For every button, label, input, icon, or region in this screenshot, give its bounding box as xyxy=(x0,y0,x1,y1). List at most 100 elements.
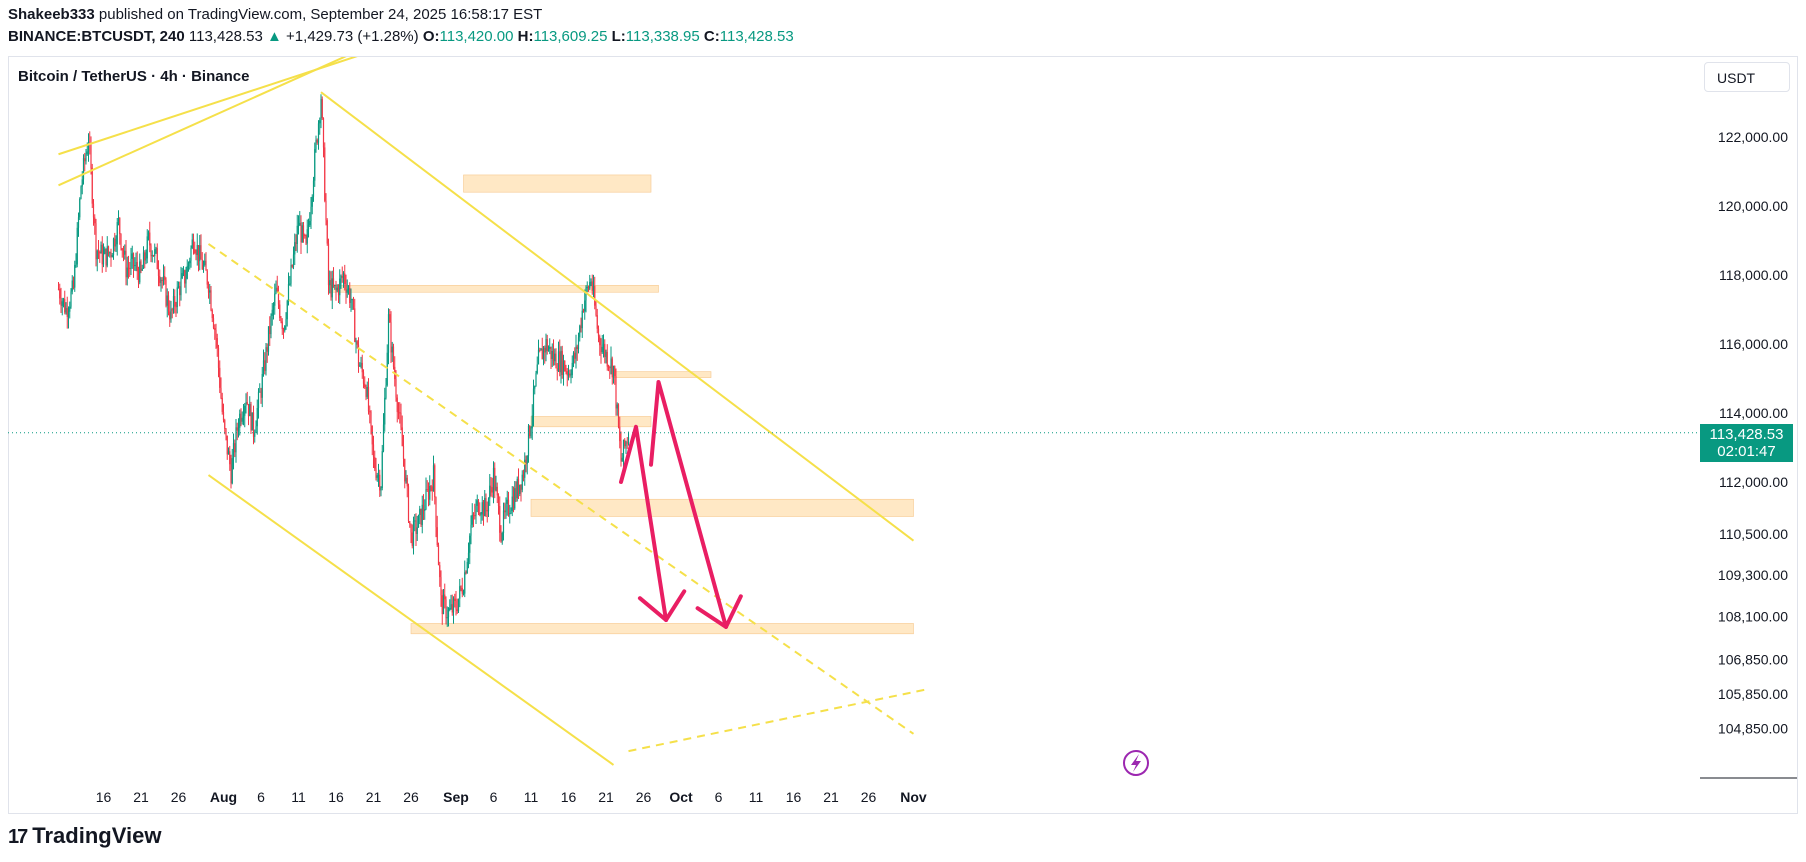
candle-down xyxy=(304,234,306,237)
candle-down xyxy=(174,296,176,307)
candle-up xyxy=(275,287,277,294)
candle-up xyxy=(492,467,495,493)
candle-down xyxy=(400,412,402,428)
candle-down xyxy=(281,321,283,330)
x-tick-label: Sep xyxy=(443,789,469,805)
candle-down xyxy=(325,200,327,221)
candle-up xyxy=(586,287,588,289)
candle-down xyxy=(367,386,370,412)
candle-down xyxy=(97,250,100,252)
candle-up xyxy=(65,308,67,313)
author-name[interactable]: Shakeeb333 xyxy=(8,6,95,23)
candle-down xyxy=(59,289,61,299)
candle-up xyxy=(516,478,518,499)
candle-down xyxy=(144,252,146,261)
candle-down xyxy=(316,139,318,143)
candle-down xyxy=(197,245,200,262)
tradingview-logo[interactable]: 17 TradingView xyxy=(8,823,161,849)
published-text: published on TradingView.com, September … xyxy=(98,6,543,23)
candle-down xyxy=(565,371,567,373)
candle-up xyxy=(542,347,545,360)
candle-up xyxy=(535,373,537,386)
candle-down xyxy=(559,351,561,373)
candle-up xyxy=(320,99,322,121)
x-tick-label: 26 xyxy=(861,789,877,805)
candle-down xyxy=(236,427,238,431)
candle-up xyxy=(452,598,455,613)
x-tick-label: 21 xyxy=(133,789,149,805)
candle-down xyxy=(276,287,278,292)
candle-up xyxy=(412,521,415,546)
candle-down xyxy=(224,420,226,429)
candle-up xyxy=(182,270,185,274)
candle-up xyxy=(130,258,132,269)
last-price: 113,428.53 xyxy=(188,28,263,45)
candle-up xyxy=(449,608,451,610)
candle-up xyxy=(616,404,618,409)
candle-down xyxy=(389,314,391,323)
candle-down xyxy=(555,353,557,369)
candle-up xyxy=(526,455,528,464)
candle-down xyxy=(157,269,160,276)
candle-up xyxy=(551,350,553,359)
x-tick-label: 11 xyxy=(749,789,764,805)
x-tick-label: 16 xyxy=(328,789,344,805)
candle-down xyxy=(580,325,582,329)
projection-arrow-1 xyxy=(619,424,668,622)
candle-down xyxy=(226,435,228,455)
candle-down xyxy=(437,545,440,566)
projection-arrowhead-2 xyxy=(695,594,743,629)
candle-down xyxy=(566,371,568,376)
candle-down xyxy=(369,411,371,413)
candle-down xyxy=(494,467,496,491)
candle-down xyxy=(617,404,620,427)
candle-down xyxy=(569,373,571,376)
candle-up xyxy=(96,250,98,260)
candle-down xyxy=(279,304,281,318)
candle-down xyxy=(614,366,616,377)
candle-up xyxy=(185,278,187,284)
candle-up xyxy=(592,286,595,291)
candle-down xyxy=(372,444,375,457)
close-label: C: xyxy=(703,28,720,45)
candle-up xyxy=(469,535,471,553)
candle-up xyxy=(286,300,288,320)
last-price-value: 113,428.53 xyxy=(1709,426,1784,443)
candle-down xyxy=(439,565,441,578)
candle-down xyxy=(431,486,433,491)
candle-down xyxy=(491,487,493,493)
candle-down xyxy=(327,243,330,286)
candle-down xyxy=(121,248,123,251)
candle-up xyxy=(570,375,572,377)
candle-down xyxy=(392,346,395,367)
high-value: 113,609.25 xyxy=(533,28,608,45)
x-tick-label: 21 xyxy=(598,789,614,805)
candle-down xyxy=(407,486,410,522)
candle-up xyxy=(360,362,362,366)
candle-up xyxy=(532,388,535,416)
candle-down xyxy=(345,284,347,293)
trendline-4 xyxy=(207,474,615,766)
candle-down xyxy=(496,486,498,496)
candle-down xyxy=(352,299,355,309)
projection-arrows xyxy=(619,379,743,629)
candle-up xyxy=(511,496,513,511)
candle-up xyxy=(351,299,353,301)
alert-bolt-icon[interactable] xyxy=(1123,750,1149,776)
x-tick-label: 6 xyxy=(257,789,265,805)
candle-up xyxy=(296,225,298,245)
candle-down xyxy=(620,441,622,462)
currency-unit-button[interactable]: USDT xyxy=(1704,62,1790,92)
candle-down xyxy=(441,595,443,615)
candle-down xyxy=(485,498,487,511)
candle-up xyxy=(467,552,470,562)
chart-frame xyxy=(8,56,1798,814)
candle-up xyxy=(204,260,206,265)
candle-down xyxy=(127,267,130,269)
candle-up xyxy=(424,509,426,511)
candle-up xyxy=(331,278,333,298)
candle-down xyxy=(207,284,210,293)
candle-down xyxy=(426,489,428,491)
candle-down xyxy=(302,225,305,235)
